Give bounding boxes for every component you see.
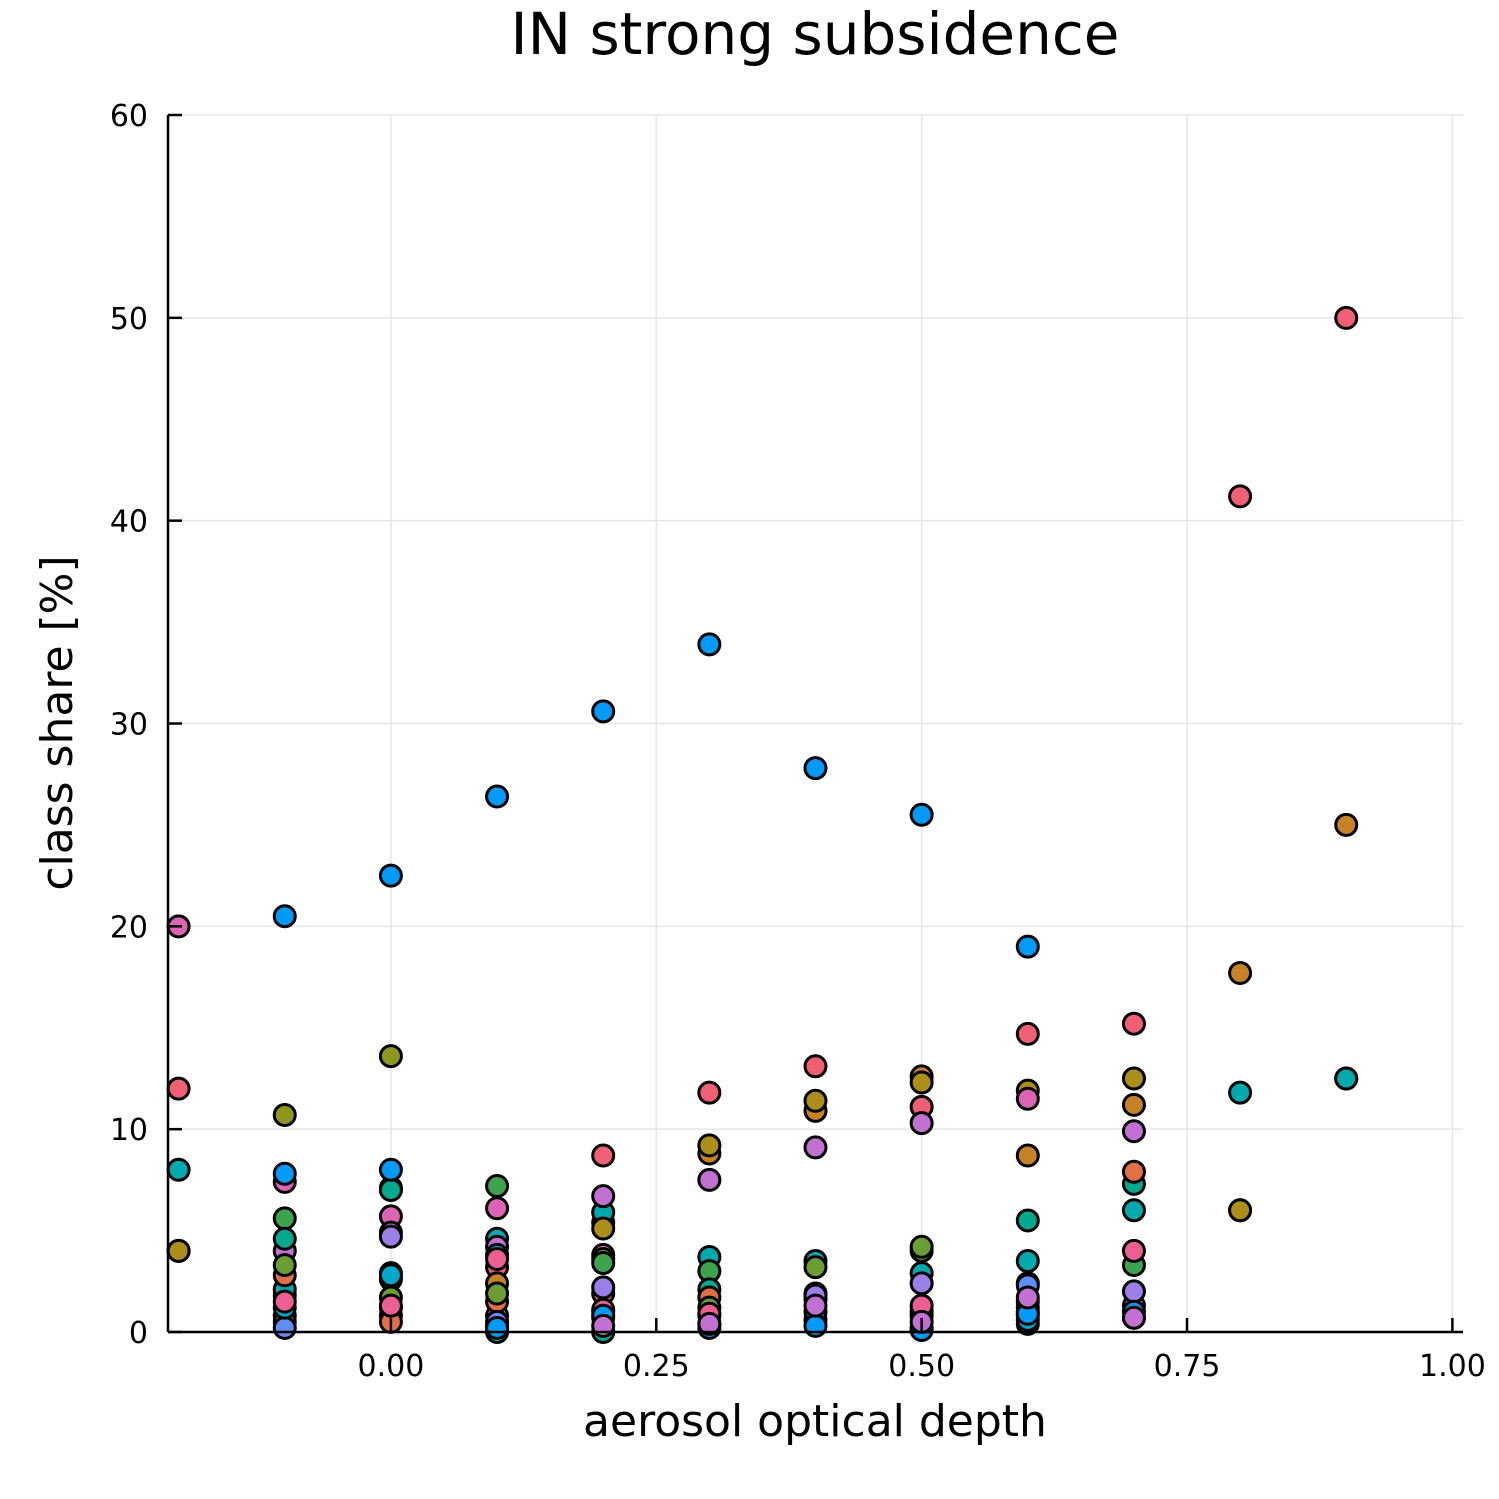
data-points [166,305,1359,1344]
data-point [272,1161,297,1186]
data-point [591,1216,616,1241]
data-point [803,1313,828,1338]
data-point [166,1076,191,1101]
data-point [1015,934,1040,959]
data-point [591,1251,616,1276]
data-point [1121,1011,1146,1036]
data-point [1334,812,1359,837]
data-point [272,1226,297,1251]
data-point [909,1234,934,1259]
y-tick-label: 10 [110,1113,148,1148]
data-point [697,632,722,657]
chart-title: IN strong subsidence [511,0,1120,68]
data-point [1334,305,1359,330]
y-tick-label: 50 [110,302,148,337]
data-point [1228,484,1253,509]
data-point [378,1178,403,1203]
data-point [1015,1021,1040,1046]
data-point [803,756,828,781]
data-point [272,1102,297,1127]
data-point [485,1246,510,1271]
data-point [378,1293,403,1318]
data-point [803,1054,828,1079]
data-point [1228,1080,1253,1105]
data-point [1121,1159,1146,1184]
x-tick-label: 0.00 [358,1349,425,1384]
x-axis-label: aerosol optical depth [583,1396,1047,1447]
data-point [1121,1066,1146,1091]
data-point [909,1271,934,1296]
data-point [697,1311,722,1336]
data-point [1121,1279,1146,1304]
data-point [1121,1198,1146,1223]
data-point [591,699,616,724]
y-tick-label: 40 [110,505,148,540]
data-point [591,1184,616,1209]
data-point [378,1224,403,1249]
y-tick-label: 30 [110,708,148,743]
data-point [1334,1066,1359,1091]
data-point [1121,1305,1146,1330]
data-point [1015,1086,1040,1111]
data-point [909,1111,934,1136]
y-axis-label: class share [%] [32,555,83,890]
y-tick-label: 20 [110,910,148,945]
data-point [591,1275,616,1300]
y-ticks: 0 10 20 30 40 50 60 [110,99,182,1351]
data-point [378,1157,403,1182]
data-point [1121,1092,1146,1117]
data-point [485,1315,510,1340]
data-point [485,1281,510,1306]
data-point [803,1255,828,1280]
data-point [697,1080,722,1105]
data-point [166,1157,191,1182]
data-point [485,784,510,809]
data-point [485,1196,510,1221]
data-point [378,863,403,888]
x-tick-label: 0.50 [888,1349,955,1384]
data-point [803,1293,828,1318]
data-point [378,1044,403,1069]
data-point [697,1133,722,1158]
x-ticks: 0.00 0.25 0.50 0.75 1.00 [358,1318,1486,1384]
data-point [272,1206,297,1231]
x-tick-label: 0.75 [1154,1349,1221,1384]
x-tick-label: 0.25 [623,1349,690,1384]
data-point [1015,1285,1040,1310]
y-tick-label: 60 [110,99,148,134]
data-point [1121,1238,1146,1263]
data-point [909,1070,934,1095]
data-point [909,802,934,827]
data-point [803,1135,828,1160]
data-point [1015,1143,1040,1168]
x-tick-label: 1.00 [1419,1349,1486,1384]
data-point [272,904,297,929]
data-point [272,1289,297,1314]
data-point [485,1173,510,1198]
data-point [166,1238,191,1263]
data-point [1015,1208,1040,1233]
data-point [1228,960,1253,985]
y-tick-label: 0 [129,1316,148,1351]
data-point [1121,1119,1146,1144]
data-point [378,1263,403,1288]
data-point [1228,1198,1253,1223]
data-point [591,1143,616,1168]
data-point [272,1315,297,1340]
data-point [803,1088,828,1113]
data-point [697,1167,722,1192]
data-point [591,1313,616,1338]
data-point [272,1253,297,1278]
data-point [1015,1249,1040,1274]
